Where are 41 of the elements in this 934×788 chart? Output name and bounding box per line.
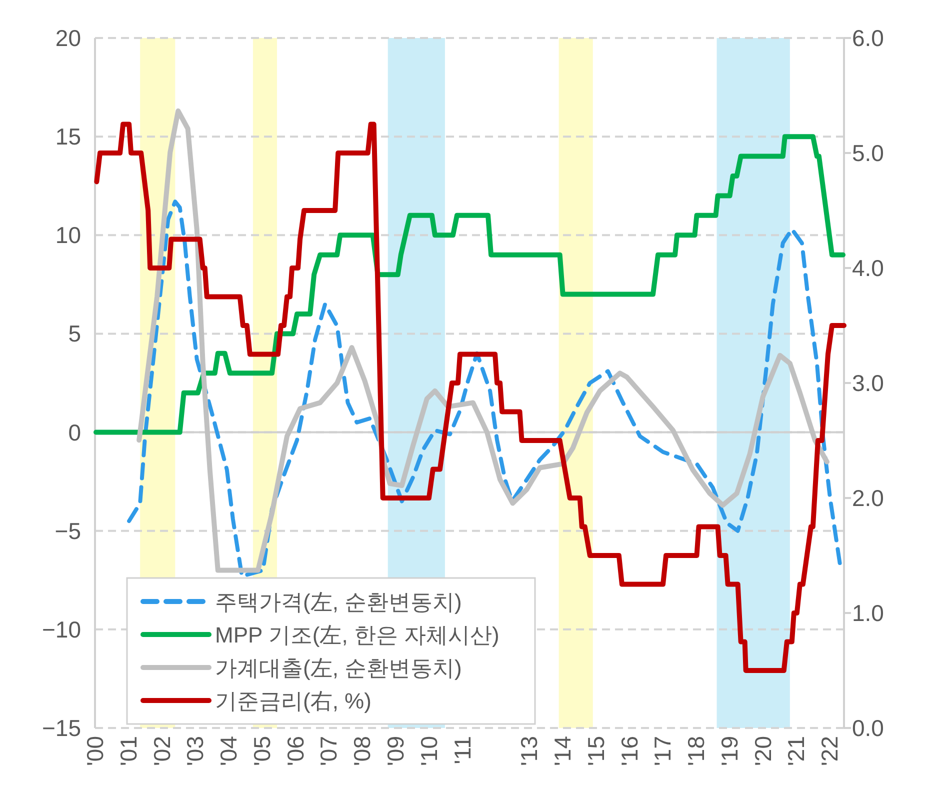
x-tick-label: '00 [82,736,108,766]
x-tick-label: '07 [316,736,342,766]
x-tick-label: '06 [282,736,308,766]
legend-label: 가계대출(左, 순환변동치) [215,656,462,680]
legend-label: 기준금리(右, %) [215,688,372,714]
y-tick-label: −5 [54,518,81,544]
x-tick-label: '18 [683,736,710,766]
x-tick-label: '04 [216,736,242,766]
x-tick-label: '22 [816,736,843,766]
y2-tick-label: 5.0 [852,140,884,166]
y-tick-label: 10 [55,222,81,248]
y2-tick-label: 1.0 [852,600,884,626]
x-tick-label: '11 [449,736,476,764]
legend-label: MPP 기조(左, 한은 자체시산) [215,622,500,648]
x-tick-label: '05 [248,736,275,766]
x-tick-label: '08 [349,736,376,766]
x-tick-label: '03 [182,736,208,766]
y2-tick-label: 6.0 [852,25,884,51]
legend-label: 주택가격(左, 순환변동치) [215,590,462,614]
y-tick-label: −10 [42,616,81,642]
x-tick-label: '16 [616,736,642,766]
x-tick-label: '21 [783,736,810,766]
x-tick-label: '13 [516,736,542,766]
x-tick-label: '01 [115,736,142,766]
y2-tick-label: 4.0 [852,255,884,281]
y-tick-label: 5 [68,320,81,347]
y2-tick-label: 0.0 [852,715,884,741]
y-tick-label: 15 [55,124,81,150]
x-tick-label: '09 [382,736,409,766]
x-tick-label: '20 [750,736,776,766]
x-tick-label: '19 [716,736,742,766]
y2-tick-label: 2.0 [852,485,884,511]
y-tick-label: 20 [55,25,81,51]
y-tick-label: 0 [68,419,81,446]
x-tick-label: '17 [650,736,676,766]
x-tick-label: '10 [416,736,442,766]
x-tick-label: '15 [582,736,609,766]
y2-tick-label: 3.0 [852,370,884,396]
x-tick-label: '14 [550,736,576,766]
y-tick-label: −15 [42,715,81,741]
x-tick-label: '02 [148,736,175,766]
